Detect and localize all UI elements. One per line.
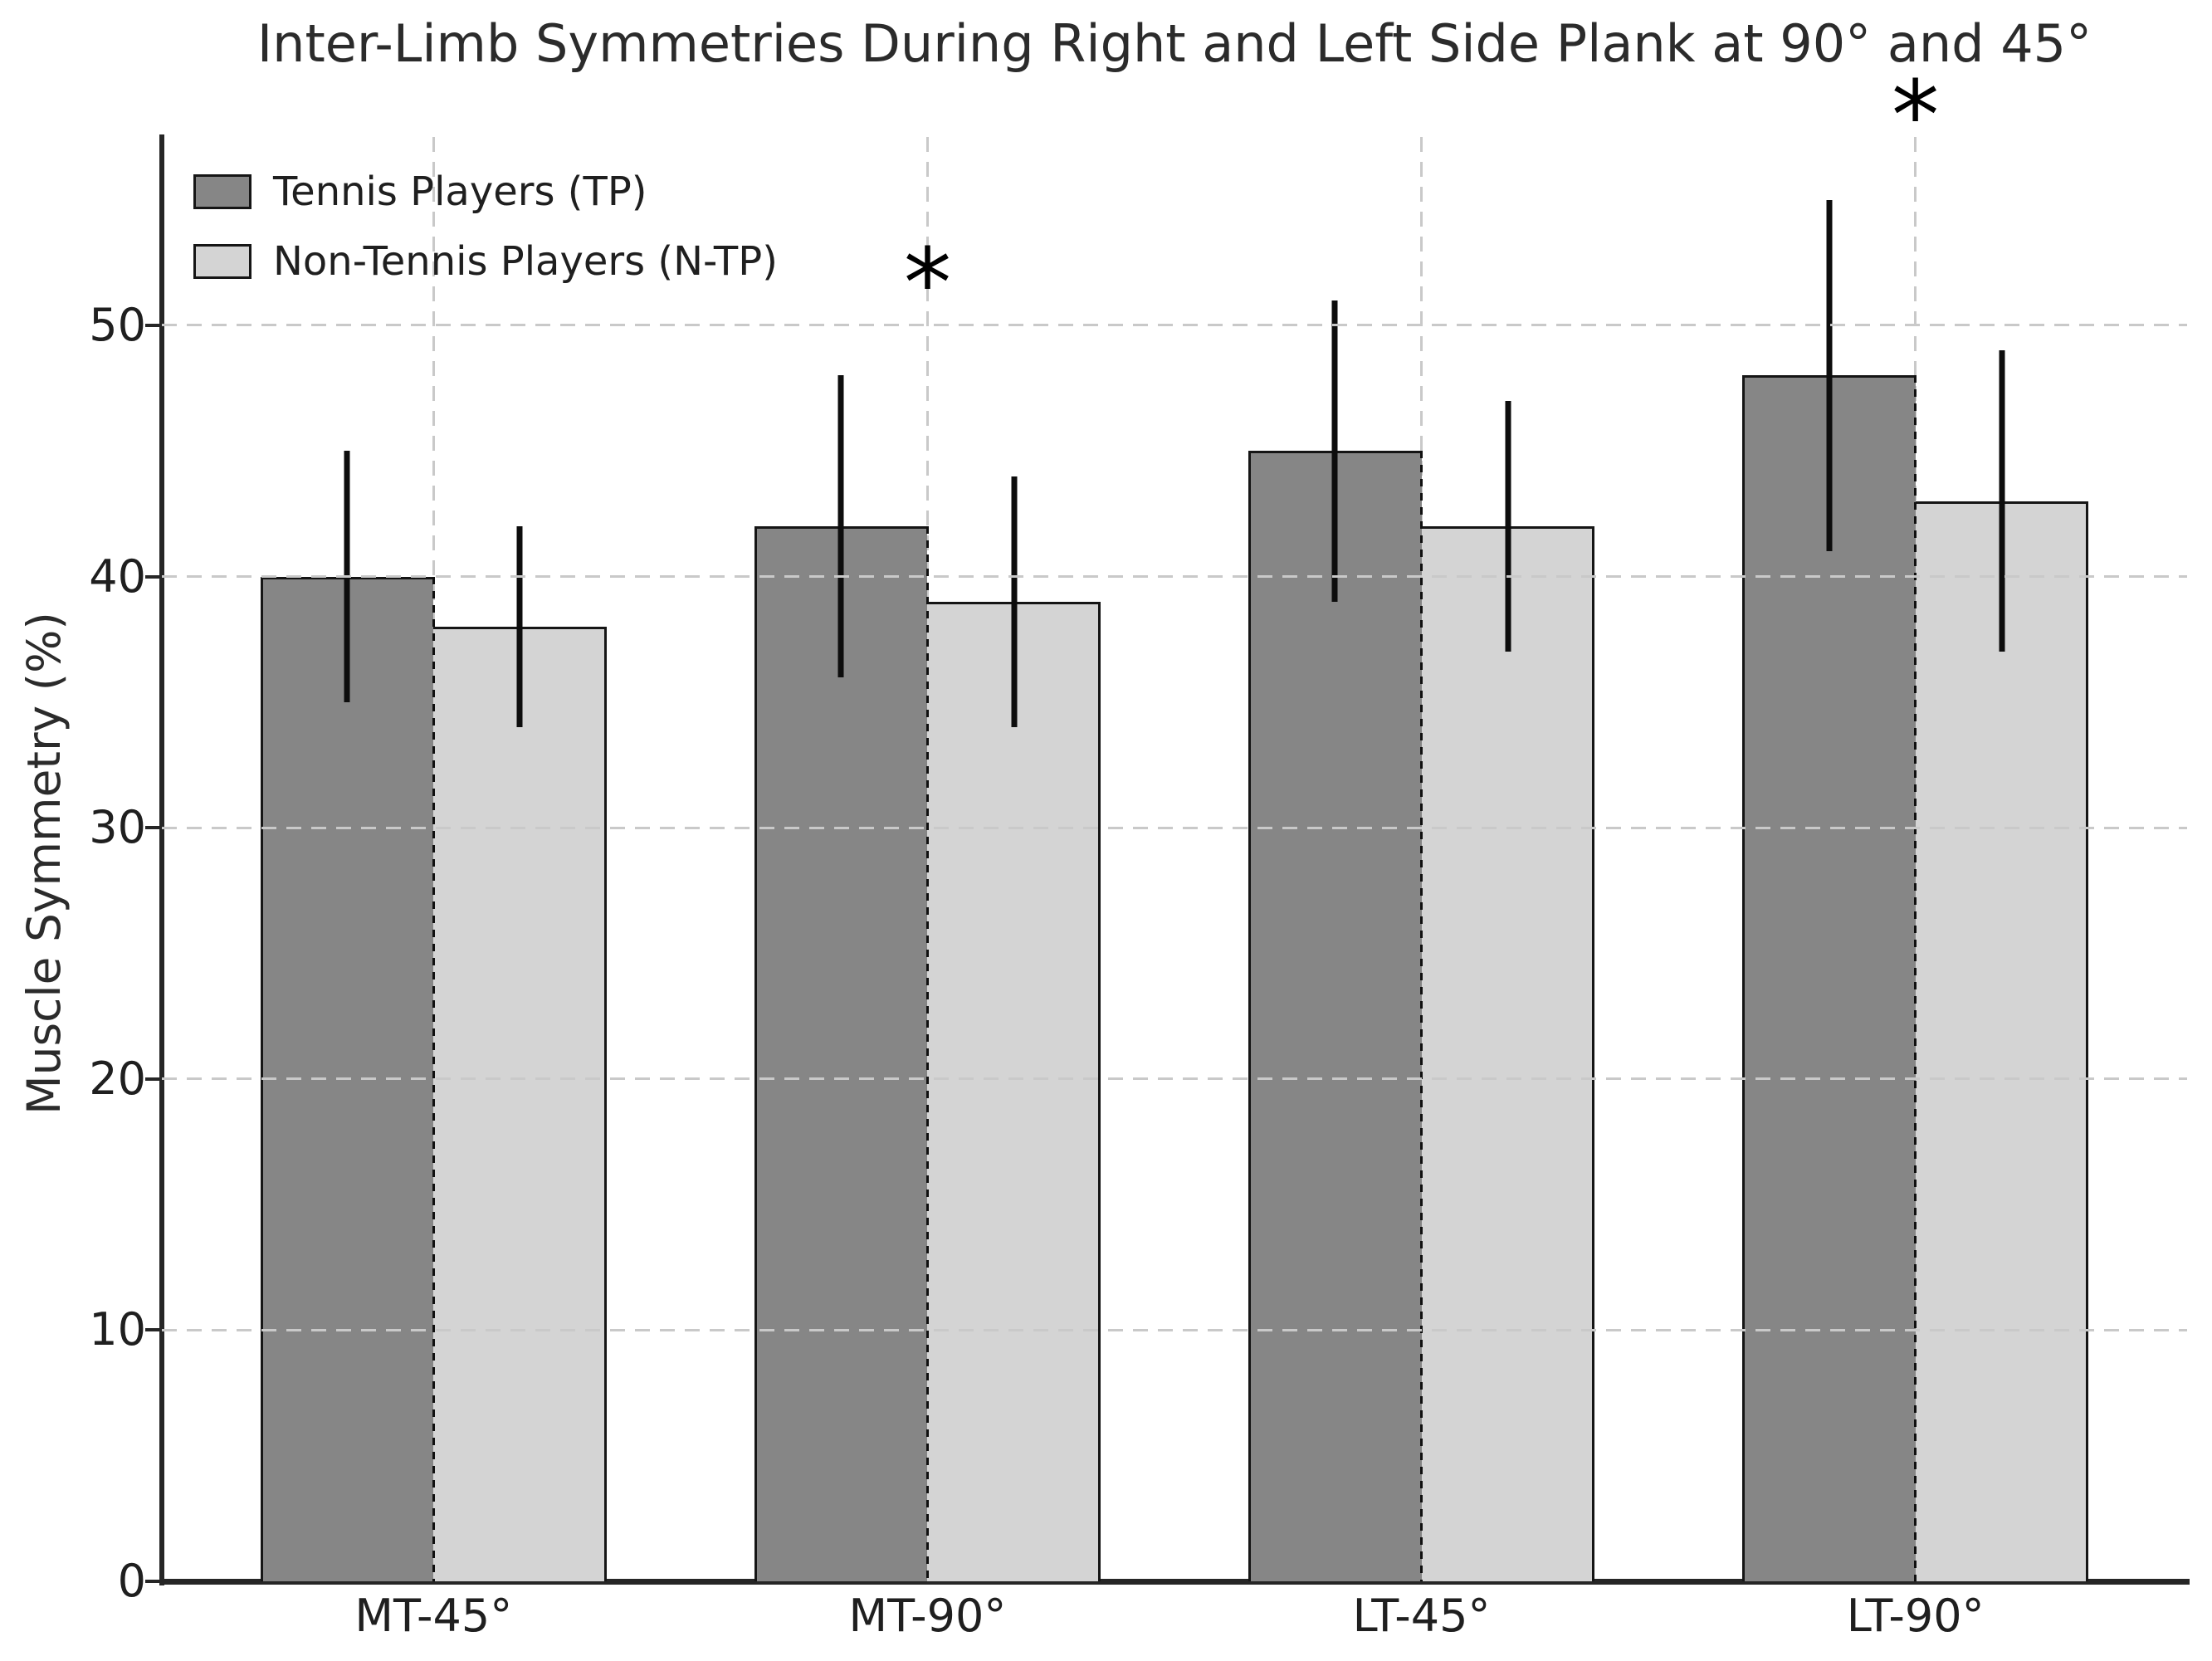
legend: Tennis Players (TP) Non-Tennis Players (N…	[193, 169, 778, 308]
y-tick-label-40: 40	[89, 550, 146, 603]
x-tick-label-lt-45: LT-45°	[1352, 1590, 1491, 1642]
x-tick-label-mt-90: MT-90°	[848, 1590, 1007, 1642]
y-tick-10	[145, 1328, 162, 1332]
errorbar-n-tp-mt-45	[516, 526, 523, 728]
horizontal-gridline-40	[162, 575, 2187, 579]
errorbar-tp-lt-90	[1826, 199, 1833, 552]
bar-tp-mt-90	[754, 526, 928, 1581]
bar-boundary-lt-90	[1914, 375, 1917, 1581]
x-tick-label-lt-90: LT-90°	[1846, 1590, 1985, 1642]
bar-tp-lt-90	[1742, 375, 1916, 1581]
plot-area: Tennis Players (TP) Non-Tennis Players (N…	[162, 68, 2187, 1581]
bar-n-tp-lt-90	[1915, 501, 2088, 1581]
horizontal-gridline-10	[162, 1328, 2187, 1331]
x-tick-label-mt-45: MT-45°	[354, 1590, 513, 1642]
y-tick-50	[145, 323, 162, 327]
significance-asterisk-mt-90: *	[903, 228, 952, 340]
errorbar-n-tp-lt-45	[1505, 400, 1511, 652]
legend-label-tp: Tennis Players (TP)	[273, 169, 647, 215]
horizontal-gridline-50	[162, 324, 2187, 327]
bar-n-tp-mt-45	[433, 627, 607, 1581]
x-axis-spine	[159, 1579, 2190, 1585]
y-axis-spine	[159, 134, 164, 1585]
errorbar-n-tp-lt-90	[1999, 350, 2005, 652]
y-tick-30	[145, 826, 162, 830]
legend-item-tp: Tennis Players (TP)	[193, 169, 778, 215]
y-tick-label-10: 10	[89, 1303, 146, 1356]
y-tick-label-0: 0	[117, 1555, 146, 1607]
y-tick-label-50: 50	[89, 298, 146, 351]
bar-boundary-mt-90	[925, 526, 929, 1581]
bar-tp-lt-45	[1248, 451, 1422, 1581]
errorbar-tp-mt-90	[837, 375, 844, 677]
horizontal-gridline-20	[162, 1077, 2187, 1081]
legend-swatch-tp	[193, 174, 251, 209]
legend-swatch-n-tp	[193, 244, 251, 279]
y-tick-0	[145, 1580, 162, 1583]
chart-title: Inter-Limb Symmetries During Right and L…	[256, 13, 2092, 74]
errorbar-tp-lt-45	[1331, 300, 1338, 602]
bar-n-tp-mt-90	[927, 601, 1101, 1581]
y-tick-label-30: 30	[89, 801, 146, 854]
legend-label-n-tp: Non-Tennis Players (N-TP)	[273, 238, 778, 285]
bar-boundary-lt-45	[1420, 451, 1423, 1581]
significance-asterisk-lt-90: *	[1891, 60, 1940, 172]
y-tick-20	[145, 1077, 162, 1081]
y-tick-label-20: 20	[89, 1052, 146, 1105]
errorbar-n-tp-mt-90	[1011, 476, 1018, 728]
horizontal-gridline-30	[162, 826, 2187, 829]
bar-n-tp-lt-45	[1421, 526, 1594, 1581]
legend-item-n-tp: Non-Tennis Players (N-TP)	[193, 238, 778, 285]
y-tick-40	[145, 574, 162, 579]
